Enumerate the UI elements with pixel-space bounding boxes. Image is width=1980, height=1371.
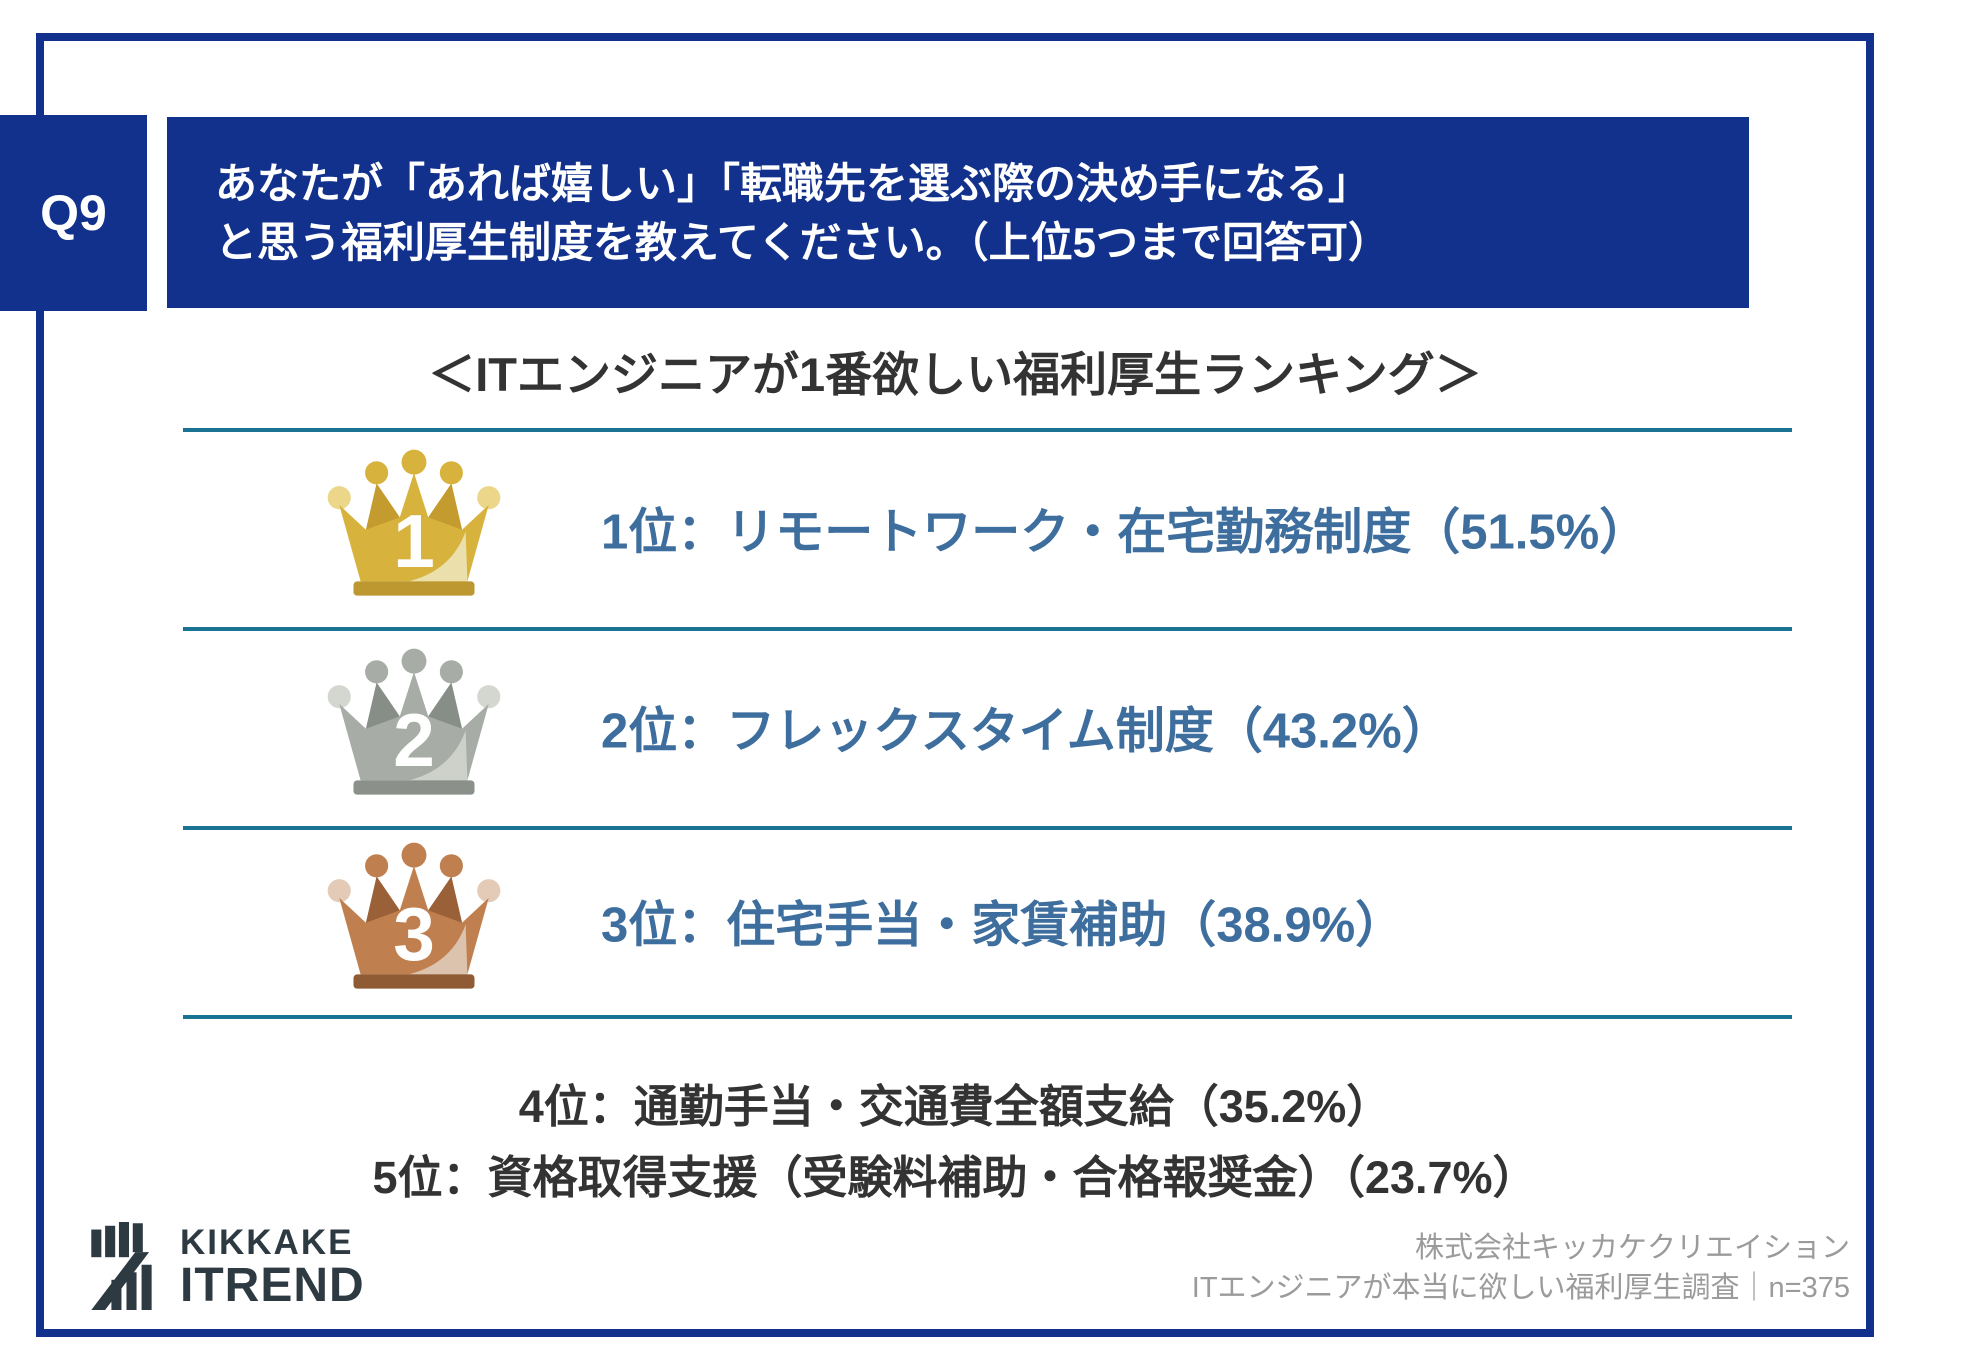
crown-shaded-prongs bbox=[365, 876, 463, 923]
crown-outer-balls bbox=[327, 878, 501, 902]
bronze-crown-icon: 3 bbox=[327, 842, 501, 989]
logo-wordmark: KIKKAKE ITREND bbox=[180, 1224, 365, 1310]
kikkake-itrend-logo: KIKKAKE ITREND bbox=[90, 1222, 365, 1310]
divider-line bbox=[183, 428, 1792, 432]
rank-2-label: 2位：フレックスタイム制度（43.2%） bbox=[601, 704, 1451, 758]
question-number-label: Q9 bbox=[40, 185, 107, 241]
question-text-line1: あなたが「あれば嬉しい」「転職先を選ぶ際の決め手になる」 bbox=[215, 159, 1371, 207]
divider-line bbox=[183, 627, 1792, 631]
crown-rank-number: 1 bbox=[393, 499, 435, 583]
crown-rank-number: 3 bbox=[393, 892, 435, 976]
crown-highlight bbox=[408, 730, 468, 780]
question-number-badge: Q9 bbox=[0, 115, 147, 311]
silver-crown-icon: 2 bbox=[327, 648, 501, 795]
crown-outer-balls bbox=[327, 684, 501, 708]
gold-crown-icon: 1 bbox=[327, 449, 501, 596]
crown-inner-balls bbox=[365, 449, 463, 484]
crown-base-band bbox=[353, 973, 475, 989]
rank-row-1: 1 1位：リモートワーク・在宅勤務制度（51.5%） bbox=[183, 432, 1792, 623]
logo-text-itrend: ITREND bbox=[180, 1259, 365, 1312]
crown-base-band bbox=[353, 779, 475, 795]
survey-credit: 株式会社キッカケクリエイション ITエンジニアが本当に欲しい福利厚生調査｜n=3… bbox=[1192, 1228, 1850, 1308]
crown-shaded-prongs bbox=[365, 483, 463, 530]
rank-5-label: 5位：資格取得支援（受験料補助・合格報奨金）（23.7%） bbox=[372, 1152, 1538, 1203]
rank-1-label: 1位：リモートワーク・在宅勤務制度（51.5%） bbox=[601, 505, 1649, 559]
crown-base-band bbox=[353, 580, 475, 596]
question-text-line2: と思う福利厚生制度を教えてください。（上位5つまで回答可） bbox=[215, 218, 1391, 266]
rank-row-2: 2 2位：フレックスタイム制度（43.2%） bbox=[183, 631, 1792, 822]
crown-outer-balls bbox=[327, 485, 501, 509]
rank-row-3: 3 3位：住宅手当・家賃補助（38.9%） bbox=[183, 830, 1792, 1011]
rank-4-label: 4位：通勤手当・交通費全額支給（35.2%） bbox=[518, 1081, 1392, 1132]
logo-bars-icon bbox=[91, 1222, 152, 1310]
rank-3-label: 3位：住宅手当・家賃補助（38.9%） bbox=[601, 898, 1405, 952]
divider-line bbox=[183, 1015, 1792, 1019]
crown-highlight bbox=[408, 924, 468, 974]
credit-company: 株式会社キッカケクリエイション bbox=[1414, 1232, 1850, 1264]
crown-inner-balls bbox=[365, 648, 463, 683]
divider-line bbox=[183, 826, 1792, 830]
crown-inner-balls bbox=[365, 842, 463, 877]
credit-survey-name: ITエンジニアが本当に欲しい福利厚生調査｜n=375 bbox=[1191, 1272, 1850, 1304]
logo-text-kikkake: KIKKAKE bbox=[180, 1223, 354, 1262]
ranking-title: ＜ITエンジニアが1番欲しい福利厚生ランキング＞ bbox=[428, 348, 1482, 401]
crown-highlight bbox=[408, 531, 468, 581]
question-banner: あなたが「あれば嬉しい」「転職先を選ぶ際の決め手になる」 と思う福利厚生制度を教… bbox=[167, 117, 1749, 308]
crown-shaded-prongs bbox=[365, 682, 463, 729]
page-border-frame bbox=[36, 33, 1874, 1337]
crown-rank-number: 2 bbox=[393, 698, 435, 782]
